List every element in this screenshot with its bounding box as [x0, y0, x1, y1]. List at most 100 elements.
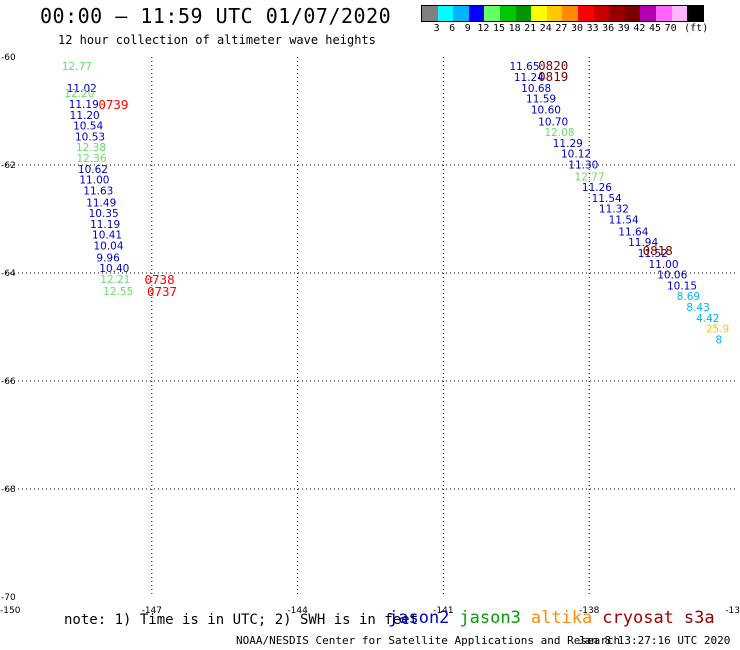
color-scale-unit: (ft) [684, 23, 709, 34]
color-scale-label: 42 [633, 23, 646, 34]
y-tick-label: -68 [1, 485, 16, 495]
data-point-label: 8.43 [686, 302, 709, 314]
color-scale-label: 70 [664, 23, 677, 34]
data-point-label: 10.40 [99, 263, 129, 275]
data-point-label: 11.19 [90, 219, 120, 231]
data-point-label: 10.54 [73, 121, 103, 133]
legend-entry: jason2 [388, 608, 450, 628]
color-swatch [609, 6, 625, 21]
data-point-label: 12.38 [76, 142, 106, 154]
color-scale-label: 45 [648, 23, 662, 34]
color-swatch [484, 6, 500, 21]
data-point-label: 10.41 [92, 230, 122, 242]
y-tick-label: -70 [1, 593, 16, 603]
color-scale-label: 30 [570, 23, 584, 34]
generated-timestamp: Jan 8 13:27:16 UTC 2020 [578, 634, 731, 647]
data-point-label: 12.77 [62, 61, 92, 73]
y-tick-label: -64 [1, 269, 16, 279]
x-tick-label: -144 [287, 606, 308, 616]
x-tick-label: -13 [725, 606, 740, 616]
x-tick-label: -141 [433, 606, 453, 616]
color-swatch [687, 6, 703, 21]
data-point-label: 8.69 [677, 291, 700, 303]
color-swatch [593, 6, 610, 21]
legend-entry: jason3 [459, 608, 521, 628]
data-point-label: 11.63 [83, 185, 113, 197]
pass-time-label: 0819 [538, 69, 568, 84]
chart-title: 00:00 – 11:59 UTC 01/07/2020 [40, 4, 392, 28]
footnote: note: 1) Time is in UTC; 2) SWH is in fe… [64, 612, 419, 628]
color-swatch [437, 6, 454, 21]
color-swatch [671, 6, 688, 21]
color-swatch [562, 6, 578, 21]
color-swatch [655, 6, 672, 21]
color-scale-label: 21 [524, 23, 537, 34]
data-point-label: 11.54 [609, 215, 639, 227]
color-swatch [515, 6, 532, 21]
data-point-label: 11.26 [582, 182, 612, 194]
data-point-label: 12.55 [103, 286, 133, 298]
pass-time-label: 0738 [145, 272, 175, 287]
legend-entry: cryosat [602, 608, 674, 628]
color-swatch [577, 6, 594, 21]
legend-entry: altika [530, 608, 593, 628]
color-swatch [453, 6, 469, 21]
data-point-label: 11.64 [618, 226, 648, 238]
pass-time-label: 0737 [147, 284, 177, 299]
data-point-label: 11.19 [69, 99, 99, 111]
y-tick-label: -66 [1, 377, 16, 387]
data-point-label: 11.00 [79, 175, 109, 187]
color-scale-label: 33 [586, 23, 599, 34]
y-tick-label: -60 [1, 53, 16, 63]
data-point-label: 11.29 [553, 138, 583, 150]
data-point-label: 25.9 [706, 324, 729, 336]
color-scale-label: 24 [539, 23, 552, 34]
color-swatch [531, 6, 547, 21]
color-scale-label: 3 [433, 23, 440, 34]
data-point-label: 11.00 [648, 259, 678, 271]
color-scale-label: 36 [602, 23, 615, 34]
credit-line: NOAA/NESDIS Center for Satellite Applica… [236, 634, 621, 647]
color-scale-label: 27 [555, 23, 568, 34]
data-point-label: 10.68 [521, 83, 551, 95]
pass-time-label: 0820 [538, 58, 568, 73]
color-scale-label: 39 [617, 23, 630, 34]
data-point-label: 11.49 [86, 197, 116, 209]
data-point-label: 8 [716, 334, 723, 346]
data-point-label: 4.42 [696, 313, 719, 325]
color-scale-label: 6 [449, 23, 456, 34]
color-swatch [422, 6, 438, 21]
pass-time-label: 0739 [98, 97, 128, 112]
data-point-label: 11.59 [526, 94, 556, 106]
data-point-label: 10.62 [78, 164, 108, 176]
color-scale-bar [421, 5, 704, 22]
data-point-label: 10.70 [538, 116, 568, 128]
data-point-label: 12.08 [544, 127, 574, 139]
color-scale-label: 12 [477, 23, 490, 34]
data-point-label: 12.20 [64, 88, 94, 100]
color-swatch [640, 6, 656, 21]
x-tick-label: -147 [142, 606, 162, 616]
data-point-label: 11.24 [514, 72, 544, 84]
data-point-label: 11.65 [509, 61, 539, 73]
data-point-label: 10.35 [89, 208, 119, 220]
data-point-label: 12.21 [100, 274, 130, 286]
data-point-label: 10.12 [561, 149, 591, 161]
data-point-label: 11.20 [70, 110, 100, 122]
data-point-label: 11.94 [628, 237, 658, 249]
chart-subtitle: 12 hour collection of altimeter wave hei… [58, 33, 376, 47]
data-point-label: 10.60 [531, 104, 561, 116]
pass-time-label: 0818 [643, 243, 673, 258]
data-point-label: 12.77 [575, 171, 605, 183]
x-tick-label: -150 [0, 606, 21, 616]
data-point-label: 10.04 [93, 240, 123, 252]
satellite-legend: jason2 jason3 altika cryosat s3a [388, 608, 725, 628]
color-swatch [468, 6, 485, 21]
color-scale-labels: 3 6 9 12 15 18 21 24 27 30 33 36 39 42 45 70 (ft) [421, 23, 740, 35]
data-point-label: 10.06 [657, 270, 687, 282]
y-tick-label: -62 [1, 161, 16, 171]
data-point-label: 11.32 [599, 204, 629, 216]
color-swatch [499, 6, 516, 21]
legend-entry: s3a [683, 608, 715, 628]
